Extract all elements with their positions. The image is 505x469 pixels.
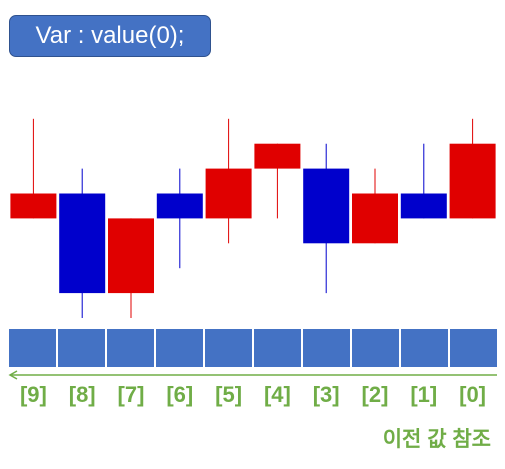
- candle-body: [10, 193, 57, 219]
- index-label: [8]: [68, 382, 96, 407]
- candle-body: [303, 168, 350, 244]
- index-label: [2]: [361, 382, 389, 407]
- candle-body: [108, 218, 154, 294]
- caption-previous-value-reference: 이전 값 참조: [382, 428, 491, 451]
- candle-body: [254, 143, 301, 169]
- index-label: [9]: [19, 382, 47, 407]
- array-cell-4: [253, 329, 302, 367]
- index-label: [5]: [215, 382, 243, 407]
- array-cell-8: [57, 329, 106, 367]
- left-arrow-icon: [8, 370, 497, 380]
- variable-declaration-box: Var : value(0);: [9, 15, 211, 57]
- index-label: [6]: [166, 382, 194, 407]
- array-cell-3: [302, 329, 351, 367]
- variable-declaration-text: Var : value(0);: [35, 22, 185, 49]
- array-cell-5: [204, 329, 253, 367]
- array-cell-0: [449, 329, 497, 367]
- index-label: [3]: [312, 382, 340, 407]
- array-cell-9: [9, 329, 57, 367]
- index-label: [4]: [263, 382, 291, 407]
- array-cell-2: [351, 329, 400, 367]
- candle-body: [59, 193, 106, 294]
- index-label: [7]: [117, 382, 145, 407]
- index-labels: [9] [8] [7] [6] [5] [4] [3] [2] [1] [0]: [9, 382, 497, 408]
- candle-body: [156, 193, 203, 219]
- array-cell-7: [106, 329, 155, 367]
- candle-body: [205, 168, 252, 219]
- index-label: [0]: [459, 382, 487, 407]
- array-cell-6: [155, 329, 204, 367]
- candle-body: [449, 143, 496, 219]
- candle-body: [400, 193, 447, 219]
- index-label: [1]: [410, 382, 438, 407]
- candle-body: [352, 193, 398, 244]
- array-bar: [9, 329, 497, 367]
- array-cell-1: [400, 329, 449, 367]
